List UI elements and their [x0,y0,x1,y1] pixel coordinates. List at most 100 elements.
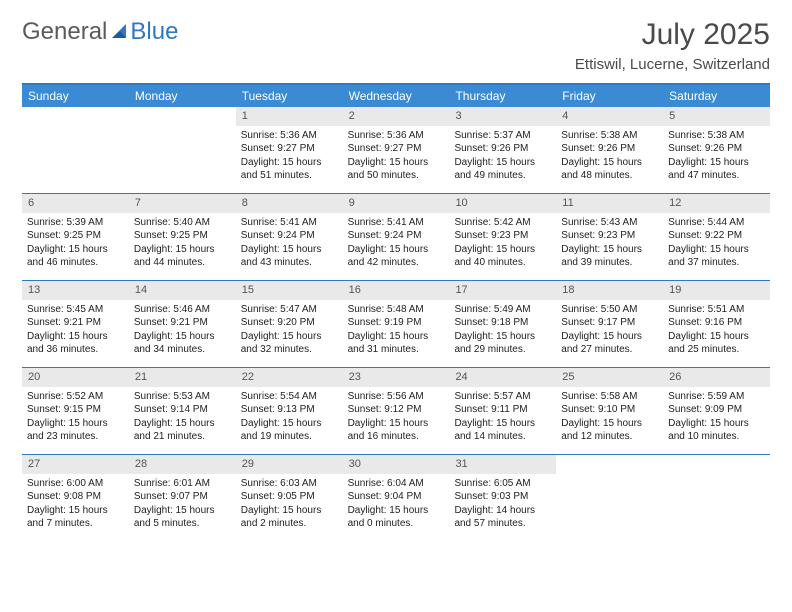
sunrise-line: Sunrise: 5:56 AM [348,390,445,404]
sunset-line: Sunset: 9:24 PM [241,229,338,243]
calendar: SundayMondayTuesdayWednesdayThursdayFrid… [22,83,770,541]
day-cell: 5Sunrise: 5:38 AMSunset: 9:26 PMDaylight… [663,107,770,193]
day-cell: 17Sunrise: 5:49 AMSunset: 9:18 PMDayligh… [449,281,556,367]
day-body: Sunrise: 5:44 AMSunset: 9:22 PMDaylight:… [663,213,770,274]
day-body: Sunrise: 5:58 AMSunset: 9:10 PMDaylight:… [556,387,663,448]
sunrise-line: Sunrise: 6:01 AM [134,477,231,491]
day-number: 8 [236,194,343,213]
daylight-line: Daylight: 15 hours and 0 minutes. [348,504,445,531]
month-title: July 2025 [575,18,770,52]
sunset-line: Sunset: 9:21 PM [134,316,231,330]
sunset-line: Sunset: 9:15 PM [27,403,124,417]
sunset-line: Sunset: 9:27 PM [241,142,338,156]
day-cell: 20Sunrise: 5:52 AMSunset: 9:15 PMDayligh… [22,368,129,454]
sunset-line: Sunset: 9:05 PM [241,490,338,504]
sunrise-line: Sunrise: 5:37 AM [454,129,551,143]
sunset-line: Sunset: 9:08 PM [27,490,124,504]
daylight-line: Daylight: 15 hours and 36 minutes. [27,330,124,357]
day-cell: 12Sunrise: 5:44 AMSunset: 9:22 PMDayligh… [663,194,770,280]
day-body: Sunrise: 5:36 AMSunset: 9:27 PMDaylight:… [236,126,343,187]
day-body: Sunrise: 5:42 AMSunset: 9:23 PMDaylight:… [449,213,556,274]
day-body: Sunrise: 6:00 AMSunset: 9:08 PMDaylight:… [22,474,129,535]
day-body: Sunrise: 5:52 AMSunset: 9:15 PMDaylight:… [22,387,129,448]
day-number: 1 [236,107,343,126]
sunrise-line: Sunrise: 5:50 AM [561,303,658,317]
day-cell: 18Sunrise: 5:50 AMSunset: 9:17 PMDayligh… [556,281,663,367]
daylight-line: Daylight: 15 hours and 12 minutes. [561,417,658,444]
daylight-line: Daylight: 15 hours and 29 minutes. [454,330,551,357]
day-cell: 27Sunrise: 6:00 AMSunset: 9:08 PMDayligh… [22,455,129,541]
sunset-line: Sunset: 9:23 PM [561,229,658,243]
page-header: General Blue July 2025 Ettiswil, Lucerne… [22,18,770,73]
sunrise-line: Sunrise: 5:38 AM [561,129,658,143]
sunset-line: Sunset: 9:26 PM [454,142,551,156]
day-cell: 15Sunrise: 5:47 AMSunset: 9:20 PMDayligh… [236,281,343,367]
sunset-line: Sunset: 9:26 PM [668,142,765,156]
day-number: 25 [556,368,663,387]
daylight-line: Daylight: 15 hours and 40 minutes. [454,243,551,270]
day-cell: 10Sunrise: 5:42 AMSunset: 9:23 PMDayligh… [449,194,556,280]
day-number: 11 [556,194,663,213]
day-number: 17 [449,281,556,300]
day-cell: 14Sunrise: 5:46 AMSunset: 9:21 PMDayligh… [129,281,236,367]
day-cell [129,107,236,193]
day-number: 26 [663,368,770,387]
daylight-line: Daylight: 15 hours and 51 minutes. [241,156,338,183]
sunrise-line: Sunrise: 6:05 AM [454,477,551,491]
sunrise-line: Sunrise: 5:53 AM [134,390,231,404]
day-number: 30 [343,455,450,474]
day-number: 27 [22,455,129,474]
day-cell: 24Sunrise: 5:57 AMSunset: 9:11 PMDayligh… [449,368,556,454]
sunset-line: Sunset: 9:25 PM [27,229,124,243]
daylight-line: Daylight: 15 hours and 34 minutes. [134,330,231,357]
sunset-line: Sunset: 9:22 PM [668,229,765,243]
sunset-line: Sunset: 9:16 PM [668,316,765,330]
sunset-line: Sunset: 9:14 PM [134,403,231,417]
daylight-line: Daylight: 15 hours and 32 minutes. [241,330,338,357]
sunset-line: Sunset: 9:19 PM [348,316,445,330]
day-number: 28 [129,455,236,474]
day-cell: 13Sunrise: 5:45 AMSunset: 9:21 PMDayligh… [22,281,129,367]
day-number: 12 [663,194,770,213]
weekday-header: Saturday [663,85,770,107]
daylight-line: Daylight: 15 hours and 44 minutes. [134,243,231,270]
day-body: Sunrise: 5:56 AMSunset: 9:12 PMDaylight:… [343,387,450,448]
weekday-header-row: SundayMondayTuesdayWednesdayThursdayFrid… [22,85,770,107]
daylight-line: Daylight: 15 hours and 5 minutes. [134,504,231,531]
sunset-line: Sunset: 9:21 PM [27,316,124,330]
sunset-line: Sunset: 9:23 PM [454,229,551,243]
sunrise-line: Sunrise: 5:47 AM [241,303,338,317]
daylight-line: Daylight: 15 hours and 21 minutes. [134,417,231,444]
daylight-line: Daylight: 15 hours and 31 minutes. [348,330,445,357]
sunset-line: Sunset: 9:11 PM [454,403,551,417]
daylight-line: Daylight: 15 hours and 23 minutes. [27,417,124,444]
sunrise-line: Sunrise: 5:45 AM [27,303,124,317]
day-number: 9 [343,194,450,213]
day-number: 22 [236,368,343,387]
sunrise-line: Sunrise: 5:58 AM [561,390,658,404]
sunset-line: Sunset: 9:12 PM [348,403,445,417]
day-body: Sunrise: 5:45 AMSunset: 9:21 PMDaylight:… [22,300,129,361]
daylight-line: Daylight: 15 hours and 47 minutes. [668,156,765,183]
day-body: Sunrise: 5:40 AMSunset: 9:25 PMDaylight:… [129,213,236,274]
sunrise-line: Sunrise: 5:42 AM [454,216,551,230]
day-cell: 28Sunrise: 6:01 AMSunset: 9:07 PMDayligh… [129,455,236,541]
day-body: Sunrise: 5:48 AMSunset: 9:19 PMDaylight:… [343,300,450,361]
week-row: 1Sunrise: 5:36 AMSunset: 9:27 PMDaylight… [22,107,770,193]
day-number: 13 [22,281,129,300]
sail-icon [110,22,130,42]
sunrise-line: Sunrise: 5:40 AM [134,216,231,230]
brand-part1: General [22,18,107,46]
daylight-line: Daylight: 15 hours and 42 minutes. [348,243,445,270]
day-cell: 8 Sunrise: 5:41 AMSunset: 9:24 PMDaylight… [236,194,343,280]
sunrise-line: Sunrise: 5:41 AM [241,216,338,230]
sunrise-line: Sunrise: 6:00 AM [27,477,124,491]
day-number: 19 [663,281,770,300]
weekday-header: Sunday [22,85,129,107]
day-number: 6 [22,194,129,213]
sunset-line: Sunset: 9:09 PM [668,403,765,417]
day-body: Sunrise: 6:03 AMSunset: 9:05 PMDaylight:… [236,474,343,535]
sunset-line: Sunset: 9:17 PM [561,316,658,330]
sunrise-line: Sunrise: 5:54 AM [241,390,338,404]
daylight-line: Daylight: 15 hours and 43 minutes. [241,243,338,270]
